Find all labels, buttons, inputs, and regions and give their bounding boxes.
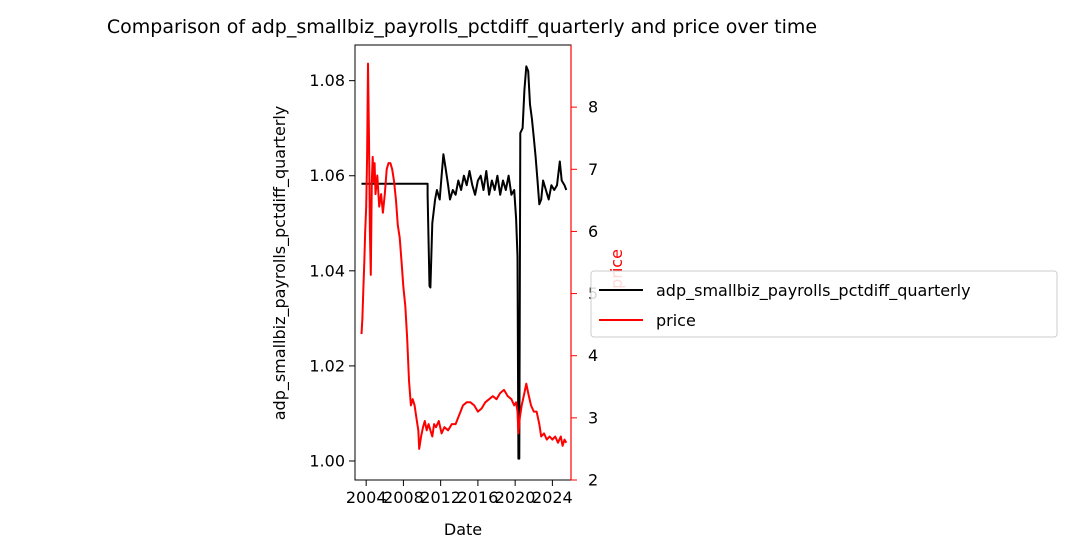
left-axis-ticks: 1.00 1.02 1.04 1.06 1.08 bbox=[309, 71, 355, 470]
chart-title: Comparison of adp_smallbiz_payrolls_pctd… bbox=[107, 16, 817, 38]
legend-label-price: price bbox=[656, 311, 696, 330]
x-tick-label: 2004 bbox=[346, 488, 387, 507]
right-tick-label: 7 bbox=[588, 160, 598, 179]
right-tick-label: 4 bbox=[588, 346, 598, 365]
legend-label-adp: adp_smallbiz_payrolls_pctdiff_quarterly bbox=[656, 281, 971, 301]
left-tick-label: 1.06 bbox=[309, 166, 345, 185]
x-tick-label: 2024 bbox=[532, 488, 573, 507]
right-tick-label: 6 bbox=[588, 222, 598, 241]
series-line-1 bbox=[360, 62, 568, 450]
right-tick-label: 8 bbox=[588, 98, 598, 117]
series-line-0 bbox=[361, 65, 568, 460]
plot-frame bbox=[354, 44, 572, 481]
legend-box bbox=[590, 270, 1058, 338]
right-axis-ticks: 2345678 bbox=[571, 98, 598, 490]
right-tick-label: 2 bbox=[588, 471, 598, 490]
x-tick-label: 2012 bbox=[420, 488, 461, 507]
plot-lines bbox=[360, 62, 568, 460]
left-tick-label: 1.02 bbox=[309, 356, 345, 375]
left-axis-label: adp_smallbiz_payrolls_pctdiff_quarterly bbox=[270, 106, 290, 421]
left-tick-label: 1.08 bbox=[309, 71, 345, 90]
left-tick-label: 1.04 bbox=[309, 261, 345, 280]
x-tick-label: 2020 bbox=[495, 488, 536, 507]
x-tick-label: 2016 bbox=[458, 488, 499, 507]
right-tick-label: 3 bbox=[588, 408, 598, 427]
x-tick-label: 2008 bbox=[383, 488, 424, 507]
legend: adp_smallbiz_payrolls_pctdiff_quarterly … bbox=[590, 270, 1058, 338]
left-tick-label: 1.00 bbox=[309, 451, 345, 470]
x-axis-label: Date bbox=[444, 520, 482, 539]
